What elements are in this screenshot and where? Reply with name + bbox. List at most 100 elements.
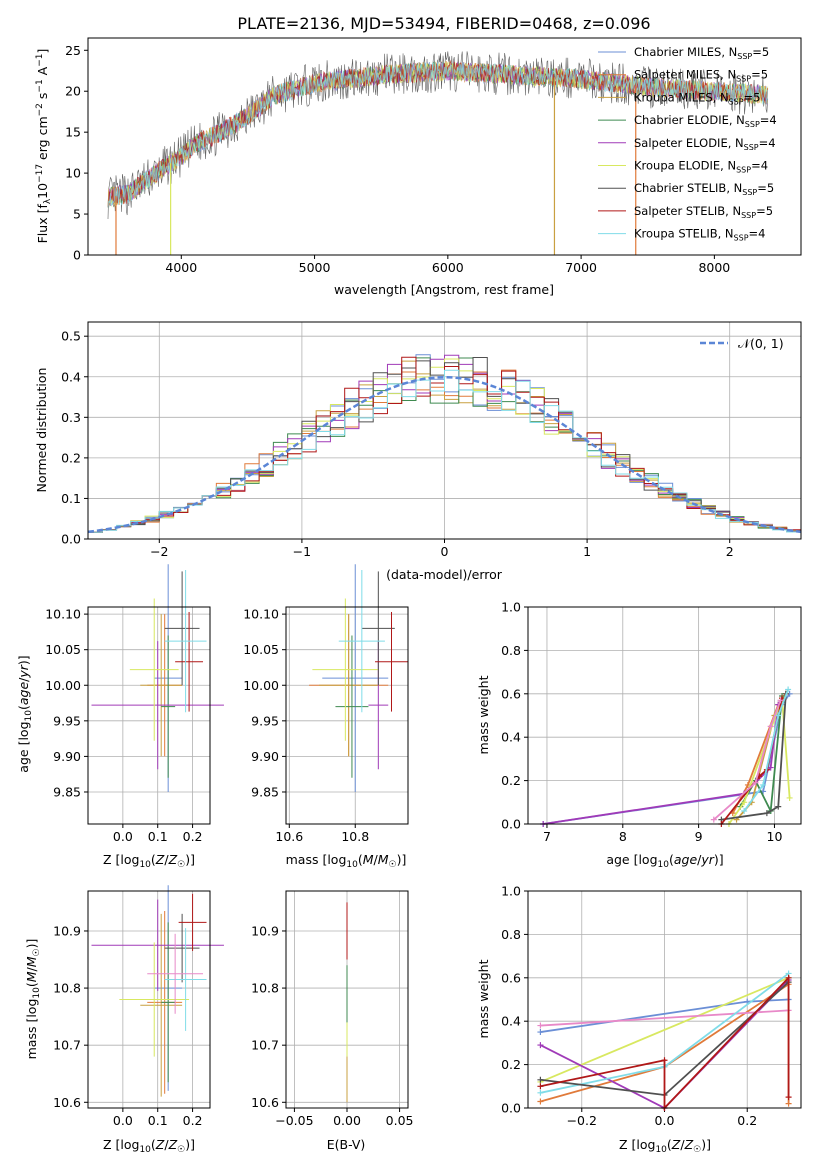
legend-label: Salpeter MILES, NSSP=5: [634, 68, 768, 84]
legend-label: Salpeter ELODIE, NSSP=4: [634, 136, 776, 152]
y-tick-label: 9.85: [53, 784, 81, 799]
y-tick-label: 0.4: [61, 369, 81, 384]
weight-line: [721, 693, 787, 821]
weight-marker: [760, 781, 767, 788]
y-tick-label: 0.2: [501, 1057, 521, 1072]
mass-vs-ebv-xlabel: E(B-V): [327, 1137, 366, 1152]
y-tick-label: 0.2: [61, 450, 81, 465]
weight-line: [713, 699, 782, 821]
histogram-step: [87, 369, 802, 539]
weight-marker: [785, 974, 792, 981]
y-tick-label: 10.10: [243, 607, 279, 622]
x-tick-label: 8000: [698, 260, 730, 275]
y-tick-label: 0.8: [501, 927, 521, 942]
weight-marker: [537, 1042, 544, 1049]
x-tick-label: 0.1: [148, 829, 168, 844]
x-tick-label: 7: [543, 829, 551, 844]
y-tick-label: 15: [65, 125, 81, 140]
x-tick-label: 7000: [565, 260, 597, 275]
y-tick-label: 0.6: [501, 970, 521, 985]
weight-marker: [777, 697, 784, 704]
axes-frame: [87, 890, 211, 1109]
y-tick-label: 0.4: [501, 1014, 521, 1029]
legend-label: Kroupa MILES, NSSP=5: [634, 90, 760, 106]
weight-vs-Z-ylabel: mass weight: [476, 959, 491, 1038]
y-tick-label: 10.8: [251, 981, 279, 996]
y-tick-label: 0.0: [61, 532, 81, 547]
x-tick-label: 0: [441, 544, 449, 559]
y-tick-label: 5: [73, 207, 81, 222]
x-tick-label: 4000: [165, 260, 197, 275]
weight-vs-age-ylabel: mass weight: [476, 675, 491, 754]
y-tick-label: 0.2: [501, 773, 521, 788]
y-tick-label: 10.7: [251, 1038, 279, 1053]
weight-marker: [537, 1098, 544, 1105]
x-tick-label: 2: [726, 544, 734, 559]
legend-label: Kroupa STELIB, NSSP=4: [634, 227, 765, 243]
axes-frame: [527, 890, 802, 1109]
weight-line: [540, 1009, 789, 1027]
y-tick-label: 10.00: [45, 678, 81, 693]
spectrum-ylabel: Flux [fλ10−17 erg cm−2 s−1 A−1]: [35, 49, 53, 244]
axes-frame: [285, 890, 409, 1109]
y-tick-label: 9.95: [53, 713, 81, 728]
page-title: PLATE=2136, MJD=53494, FIBERID=0468, z=0…: [237, 14, 650, 33]
weight-marker: [741, 799, 748, 806]
y-tick-label: 0.3: [61, 410, 81, 425]
x-tick-label: 0.0: [655, 1113, 675, 1128]
y-tick-label: 10.10: [45, 607, 81, 622]
y-tick-label: 0.0: [501, 1101, 521, 1116]
weight-vs-Z-panel: −0.2 0.0 0.2 0.0 0.2 0.4 0.6 0.8 1.0: [501, 884, 802, 1128]
weight-marker: [537, 1029, 544, 1036]
x-tick-label: 0.2: [737, 1113, 757, 1128]
weight-line: [728, 697, 791, 825]
y-tick-label: 25: [65, 43, 81, 58]
y-tick-label: 1.0: [501, 600, 521, 615]
normal-legend-label: 𝒩(0, 1): [738, 336, 784, 351]
y-tick-label: 10.00: [243, 678, 279, 693]
y-tick-label: 0.0: [501, 817, 521, 832]
y-tick-label: 10.9: [53, 923, 81, 938]
weight-marker: [537, 1083, 544, 1090]
x-tick-label: −0.05: [275, 1113, 313, 1128]
legend-label: Salpeter STELIB, NSSP=5: [634, 204, 773, 220]
x-tick-label: 6000: [432, 260, 464, 275]
mass-vs-Z-xlabel: Z [log10(Z/Z☉)]: [103, 1137, 195, 1155]
weight-marker: [785, 1100, 792, 1107]
x-tick-label: 0.0: [113, 829, 133, 844]
residuals-panel: −2 −1 0 1 2 0.0 0.1 0.2 0.3 0.4 0.5: [61, 321, 802, 559]
weight-vs-Z-xlabel: Z [log10(Z/Z☉)]: [619, 1137, 711, 1155]
mass-vs-Z-ylabel: mass [log10(M/M☉)]: [24, 939, 42, 1060]
x-tick-label: 10.8: [341, 829, 369, 844]
weight-marker: [537, 1022, 544, 1029]
age-vs-Z-ylabel: age [log10(age/yr)]: [16, 655, 34, 772]
x-tick-label: −0.2: [567, 1113, 597, 1128]
weight-marker: [752, 779, 759, 786]
y-tick-label: 9.95: [251, 713, 279, 728]
x-tick-label: 10.6: [275, 829, 303, 844]
legend-label: Kroupa ELODIE, NSSP=4: [634, 159, 768, 175]
x-tick-label: 0.0: [113, 1113, 133, 1128]
mass-vs-Z-panel: 0.0 0.1 0.2 10.6 10.7 10.8 10.9: [53, 885, 224, 1128]
weight-vs-age-xlabel: age [log10(age/yr)]: [606, 852, 723, 870]
x-tick-label: −2: [150, 544, 168, 559]
y-tick-label: 10.6: [53, 1095, 81, 1110]
y-tick-label: 0.6: [501, 686, 521, 701]
age-vs-Z-xlabel: Z [log10(Z/Z☉)]: [103, 852, 195, 870]
weight-marker: [767, 764, 774, 771]
residuals-xlabel: (data-model)/error: [386, 567, 503, 582]
weight-marker: [775, 803, 782, 810]
axes-frame: [87, 321, 802, 540]
spectrum-panel: 4000 5000 6000 7000 8000 0 5 10 15 20 25: [65, 37, 802, 275]
weight-marker: [763, 810, 770, 817]
y-tick-label: 0: [73, 248, 81, 263]
residuals-ylabel: Normed distribution: [34, 368, 49, 493]
legend-label: Chabrier STELIB, NSSP=5: [634, 181, 774, 197]
x-tick-label: 0.00: [333, 1113, 361, 1128]
y-tick-label: 0.4: [501, 730, 521, 745]
weight-marker: [661, 1057, 668, 1064]
age-vs-mass-xlabel: mass [log10(M/M☉)]: [286, 852, 407, 870]
y-tick-label: 9.85: [251, 784, 279, 799]
y-tick-label: 20: [65, 84, 81, 99]
